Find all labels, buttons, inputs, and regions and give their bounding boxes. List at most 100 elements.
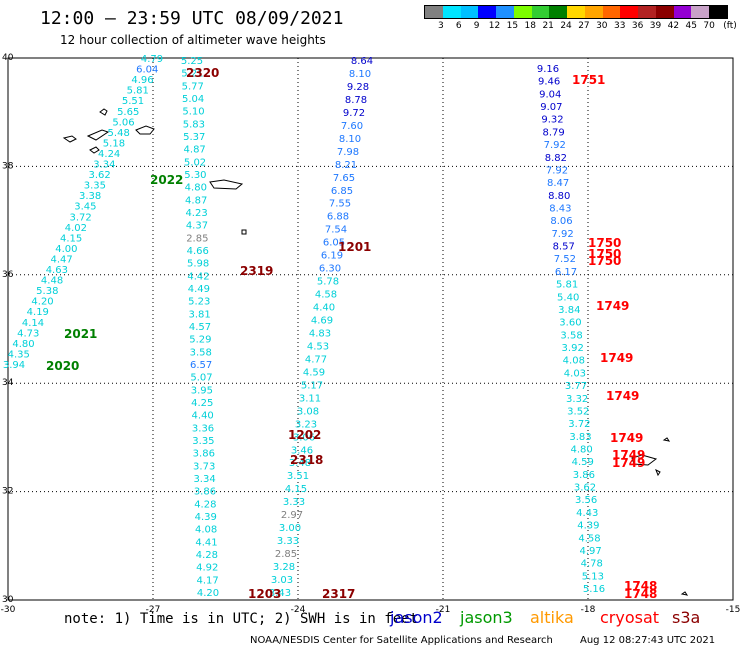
wave-height-value: 3.38 (79, 191, 101, 202)
wave-height-value: 8.57 (553, 242, 575, 253)
wave-height-value: 4.80 (571, 444, 593, 455)
wave-height-value: 4.23 (185, 208, 207, 219)
wave-height-value: 5.78 (317, 277, 339, 288)
wave-height-value: 6.19 (321, 251, 343, 262)
island-outline (135, 125, 155, 135)
wave-height-value: 7.98 (337, 147, 359, 158)
page-subtitle: 12 hour collection of altimeter wave hei… (60, 33, 326, 47)
wave-height-value: 4.03 (564, 368, 586, 379)
longitude-tick-label: -27 (146, 605, 161, 615)
wave-height-value: 3.03 (271, 575, 293, 586)
wave-height-value: 4.47 (50, 254, 72, 265)
wave-height-value: 7.92 (546, 165, 568, 176)
wave-height-value: 4.20 (197, 588, 219, 599)
wave-height-value: 2.97 (281, 510, 303, 521)
wave-height-value: 4.20 (31, 297, 53, 308)
scale-label: 30 (596, 21, 608, 31)
island-outline (241, 229, 247, 235)
page-title: 12:00 — 23:59 UTC 08/09/2021 (40, 8, 344, 29)
scale-label: 42 (667, 21, 680, 31)
wave-height-value: 5.51 (122, 96, 144, 107)
generated-timestamp: Aug 12 08:27:43 UTC 2021 (580, 635, 716, 646)
wave-height-value: 3.84 (558, 305, 580, 316)
wave-height-value: 3.34 (193, 474, 215, 485)
wave-height-value: 5.83 (183, 119, 205, 130)
wave-height-value: 3.46 (291, 445, 313, 456)
wave-height-value: 3.32 (566, 394, 588, 405)
wave-height-value: 4.41 (195, 537, 217, 548)
wave-height-value: 3.35 (84, 181, 106, 192)
scale-swatch (442, 6, 461, 18)
legend-item-s3a: s3a (672, 608, 701, 627)
wave-height-value: 4.92 (196, 563, 218, 574)
scale-swatch (673, 6, 692, 18)
scale-label: 39 (649, 21, 662, 31)
island-outline (631, 454, 658, 466)
wave-height-value: 9.72 (343, 108, 365, 119)
pass-time-label: 1749 (612, 456, 645, 470)
wave-height-value: 5.13 (582, 571, 604, 582)
longitude-tick-label: -18 (581, 605, 596, 615)
wave-height-value: 4.69 (311, 316, 333, 327)
wave-height-value: 4.43 (576, 508, 598, 519)
wave-height-value: 5.17 (301, 380, 323, 391)
wave-height-value: 8.80 (548, 191, 570, 202)
wave-height-value: 3.86 (573, 470, 595, 481)
longitude-tick-label: -15 (726, 605, 740, 615)
wave-height-value: 8.64 (351, 56, 373, 67)
scale-swatch (691, 6, 710, 18)
wave-height-value: 5.48 (108, 128, 130, 139)
pass-time-label: 2319 (240, 264, 273, 278)
wave-height-value: 4.24 (98, 149, 120, 160)
wave-height-value: 4.39 (577, 521, 599, 532)
wave-height-value: 3.86 (193, 449, 215, 460)
wave-height-value: 9.04 (539, 89, 561, 100)
legend-item-jason3: jason3 (460, 608, 513, 627)
wave-height-value: 5.06 (112, 117, 134, 128)
scale-swatch (460, 6, 479, 18)
legend-item-jason2: jason2 (390, 608, 443, 627)
wave-height-value: 4.96 (131, 75, 153, 86)
wave-height-value: 3.95 (191, 385, 213, 396)
pass-time-label: 1749 (596, 299, 629, 313)
wave-height-value: 3.11 (299, 393, 321, 404)
wave-height-value: 3.94 (3, 360, 25, 371)
wave-height-value: 9.32 (541, 115, 563, 126)
scale-label: 12 (488, 21, 501, 31)
wave-height-value: 4.49 (188, 284, 210, 295)
wave-height-value: 2.85 (275, 549, 297, 560)
scale-label: 70 (703, 21, 715, 31)
wave-height-value: 6.30 (319, 264, 341, 275)
wave-height-value: 5.02 (184, 157, 206, 168)
scale-swatch (425, 6, 443, 18)
wave-height-value: 4.19 (27, 307, 49, 318)
wave-height-value: 5.77 (182, 81, 204, 92)
wave-height-value: 2.85 (186, 233, 208, 244)
latitude-tick-label: 40 (2, 53, 14, 63)
wave-height-value: 3.06 (293, 432, 315, 443)
wave-height-value: 6.04 (136, 65, 158, 76)
wave-height-value: 4.14 (22, 318, 44, 329)
legend-item-altika: altika (530, 608, 574, 627)
wave-height-value: 6.05 (323, 238, 345, 249)
wave-height-value: 4.15 (60, 233, 82, 244)
island-outline (209, 179, 244, 190)
wave-height-value: 3.81 (188, 309, 210, 320)
scale-swatch (531, 6, 550, 18)
wave-height-value: 9.28 (347, 82, 369, 93)
wave-height-value: 4.28 (196, 550, 218, 561)
wave-height-value: 3.36 (192, 423, 214, 434)
wave-height-value: 4.40 (192, 411, 214, 422)
wave-height-value: 5.29 (189, 335, 211, 346)
wave-height-value: 4.78 (581, 559, 603, 570)
wave-height-value: 4.35 (8, 349, 30, 360)
wave-height-value: 9.16 (537, 64, 559, 75)
wave-height-value: 4.42 (187, 271, 209, 282)
scale-label: 6 (455, 21, 462, 31)
pass-time-label: 1749 (600, 351, 633, 365)
wave-height-value: 3.60 (559, 318, 581, 329)
scale-swatch (620, 6, 639, 18)
pass-time-label: 1749 (606, 389, 639, 403)
wave-height-value: 4.97 (580, 546, 602, 557)
